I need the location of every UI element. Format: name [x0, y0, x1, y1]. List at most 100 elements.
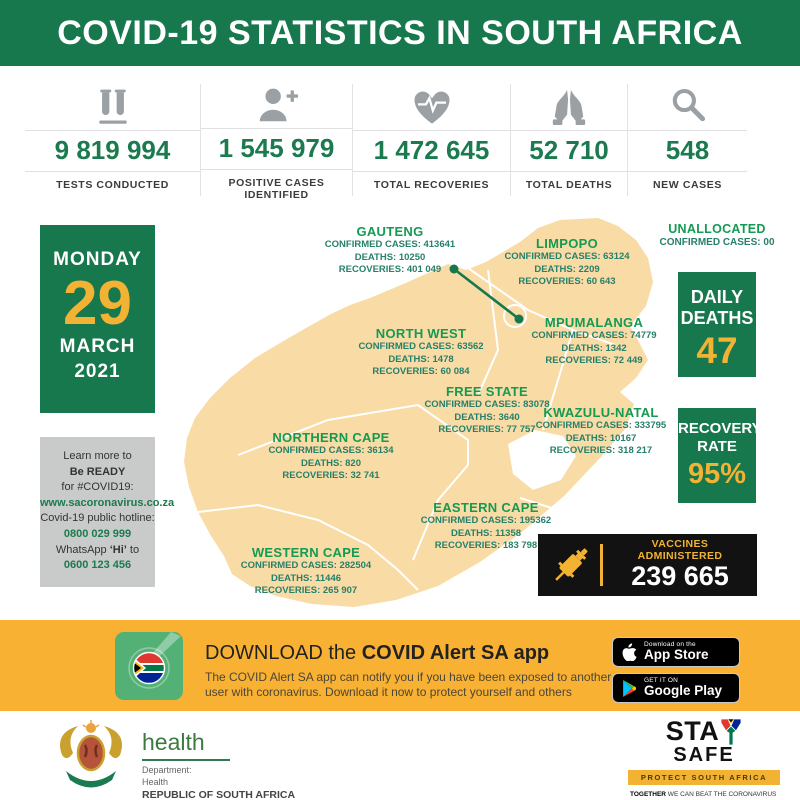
province-recoveries: RECOVERIES: 265 907 [254, 585, 358, 597]
coat-of-arms [60, 720, 122, 788]
recovery-rate-value: 95% [687, 458, 747, 490]
stat-positive-cases: 1 545 979 POSITIVE CASES IDENTIFIED [200, 84, 352, 201]
google-play-small-text: GET IT ON [644, 676, 679, 684]
vaccines-block: VACCINES ADMINISTERED 239 665 [538, 534, 757, 596]
province-recoveries: RECOVERIES: 60 084 [372, 366, 470, 378]
page-title: COVID-19 STATISTICS IN SOUTH AFRICA [57, 13, 743, 52]
info-box: Learn more to Be READY for #COVID19: www… [40, 437, 175, 587]
covid-alert-app-icon [115, 632, 183, 700]
province-deaths: DEATHS: 10167 [565, 432, 637, 444]
dept-line-3: REPUBLIC OF SOUTH AFRICA [142, 789, 296, 800]
whatsapp-number: 0600 123 456 [63, 559, 132, 572]
province-cases: CONFIRMED CASES: 195362 [420, 515, 552, 526]
google-play-big-text: Google Play [644, 683, 723, 699]
province-mpumalanga: MPUMALANGA CONFIRMED CASES: 74779 DEATHS… [531, 315, 656, 368]
whatsapp-pre: WhatsApp [55, 543, 107, 556]
hotline-number: 0800 029 999 [63, 528, 132, 541]
positive-cases-label: POSITIVE CASES IDENTIFIED [228, 177, 325, 201]
together-tagline: TOGETHER WE CAN BEAT THE CORONAVIRUS [628, 791, 780, 798]
province-recoveries: RECOVERIES: 318 217 [549, 445, 653, 457]
unallocated-cases: CONFIRMED CASES: 00 [659, 237, 775, 248]
daily-deaths-label-2: DEATHS [680, 307, 754, 328]
date-weekday: MONDAY [53, 249, 142, 270]
google-play-badge[interactable]: GET IT ON Google Play [612, 673, 740, 703]
banner-title-pre: DOWNLOAD the [205, 642, 362, 664]
app-store-small-text: Download on the [644, 640, 696, 648]
province-kwazulu-natal: KWAZULU-NATAL CONFIRMED CASES: 333795 DE… [536, 405, 666, 458]
stat-recoveries: 1 472 645 TOTAL RECOVERIES [352, 84, 510, 196]
positive-cases-value: 1 545 979 [201, 128, 352, 170]
safe-text: SAFE [673, 744, 735, 766]
province-name: MPUMALANGA [544, 315, 644, 330]
province-deaths: DEATHS: 11446 [270, 572, 342, 584]
google-play-icon [623, 679, 637, 697]
province-cases: CONFIRMED CASES: 282504 [240, 560, 372, 571]
date-year: 2021 [74, 361, 121, 383]
protect-strip: PROTECT SOUTH AFRICA [628, 770, 780, 785]
website-link[interactable]: www.sacoronavirus.co.za [40, 496, 175, 509]
province-north-west: NORTH WEST CONFIRMED CASES: 63562 DEATHS… [358, 326, 483, 379]
whatsapp-hi: ‘Hi’ [109, 543, 127, 556]
dept-line-1: Department: [142, 765, 192, 775]
province-limpopo: LIMPOPO CONFIRMED CASES: 63124 DEATHS: 2… [504, 236, 629, 289]
province-western-cape: WESTERN CAPE CONFIRMED CASES: 282504 DEA… [241, 545, 371, 598]
app-store-big-text: App Store [644, 647, 709, 663]
heart-pulse-icon [353, 84, 510, 130]
health-rule [142, 759, 230, 761]
province-name: KWAZULU-NATAL [543, 405, 659, 420]
province-eastern-cape: EASTERN CAPE CONFIRMED CASES: 195362 DEA… [421, 500, 551, 553]
unallocated-name: UNALLOCATED [668, 222, 766, 236]
stat-new-cases: 548 NEW CASES [627, 84, 747, 196]
banner-description: The COVID Alert SA app can notify you if… [205, 670, 635, 700]
province-recoveries: RECOVERIES: 60 643 [518, 276, 616, 288]
vaccines-divider [600, 544, 603, 586]
south-africa-map [184, 218, 653, 607]
province-deaths: DEATHS: 11358 [450, 527, 522, 539]
header-band: COVID-19 STATISTICS IN SOUTH AFRICA [0, 0, 800, 66]
together-bold: TOGETHER [630, 791, 666, 798]
info-line-3: for #COVID19: [61, 481, 134, 494]
country-outline [184, 218, 653, 607]
gauteng-callout-line [449, 264, 524, 324]
recovery-rate-label-1: RECOVERY [678, 420, 762, 437]
daily-deaths-card: DAILY DEATHS 47 [678, 272, 756, 377]
daily-deaths-value: 47 [696, 330, 738, 372]
whatsapp-post: to [129, 543, 140, 556]
syringe-icon [555, 548, 588, 581]
info-line-1: Learn more to [63, 450, 132, 462]
national-stats-row: 9 819 994 TESTS CONDUCTED 1 545 979 POSI… [25, 84, 747, 201]
unallocated-block: UNALLOCATED CONFIRMED CASES: 00 [647, 222, 787, 249]
recovery-rate-label-2: RATE [697, 438, 737, 455]
vaccines-value: 239 665 [631, 561, 729, 592]
province-cases: CONFIRMED CASES: 83078 [424, 399, 550, 410]
praying-hands-icon [511, 84, 627, 130]
total-recoveries-label: TOTAL RECOVERIES [373, 179, 490, 191]
app-store-badge[interactable]: Download on the App Store [612, 637, 740, 667]
province-deaths: DEATHS: 2209 [534, 263, 600, 275]
province-recoveries: RECOVERIES: 401 049 [338, 264, 442, 276]
banner-title-bold: COVID Alert SA [361, 642, 509, 664]
tests-conducted-label: TESTS CONDUCTED [56, 179, 169, 191]
date-day: 29 [63, 269, 132, 338]
apple-icon [622, 643, 637, 661]
health-department-block: health Department: Health REPUBLIC OF SO… [142, 729, 295, 800]
date-block: MONDAY 29 MARCH 2021 [40, 225, 155, 413]
province-name: NORTHERN CAPE [272, 430, 390, 445]
province-cases: CONFIRMED CASES: 333795 [535, 420, 667, 431]
province-cases: CONFIRMED CASES: 63124 [504, 251, 630, 262]
recovery-rate-card: RECOVERY RATE 95% [678, 408, 762, 503]
stat-tests: 9 819 994 TESTS CONDUCTED [25, 84, 200, 196]
banner-desc-line-1: The COVID Alert SA app can notify you if… [205, 670, 635, 684]
province-name: NORTH WEST [375, 326, 467, 341]
province-name: LIMPOPO [535, 236, 599, 251]
province-recoveries: RECOVERIES: 183 798 [434, 540, 538, 552]
banner-desc-line-2: user with coronavirus. Download it now t… [205, 685, 572, 699]
whatsapp-line: WhatsApp ‘Hi’ to [40, 543, 155, 559]
province-recoveries: RECOVERIES: 72 449 [545, 355, 643, 367]
province-cases: CONFIRMED CASES: 36134 [268, 445, 394, 456]
banner-title-post: app [508, 642, 550, 664]
app-download-banner: DOWNLOAD the COVID Alert SA app The COVI… [0, 620, 800, 711]
health-title: health [142, 729, 205, 755]
province-name: FREE STATE [446, 384, 528, 399]
